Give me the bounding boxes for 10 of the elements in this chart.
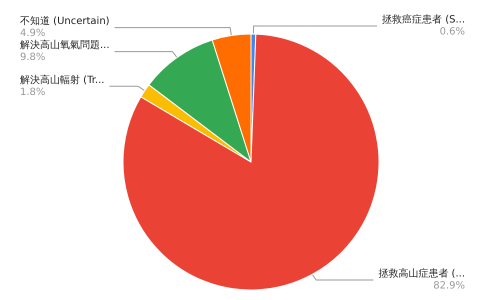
slice-label: 拯救高山症患者 (... — [378, 268, 465, 280]
slice-label: 不知道 (Uncertain) — [20, 15, 110, 28]
data-label: 0.6% — [440, 26, 465, 38]
data-label: 4.9% — [20, 28, 46, 40]
slice-label: 解決高山輻射 (Tr... — [20, 74, 104, 86]
data-label: 82.9% — [433, 280, 465, 292]
data-label: 9.8% — [20, 52, 46, 64]
data-label: 1.8% — [20, 86, 46, 98]
slice-label: 拯救癌症患者 (S... — [382, 14, 465, 26]
slice-label: 解決高山氧氣問題... — [20, 39, 110, 52]
